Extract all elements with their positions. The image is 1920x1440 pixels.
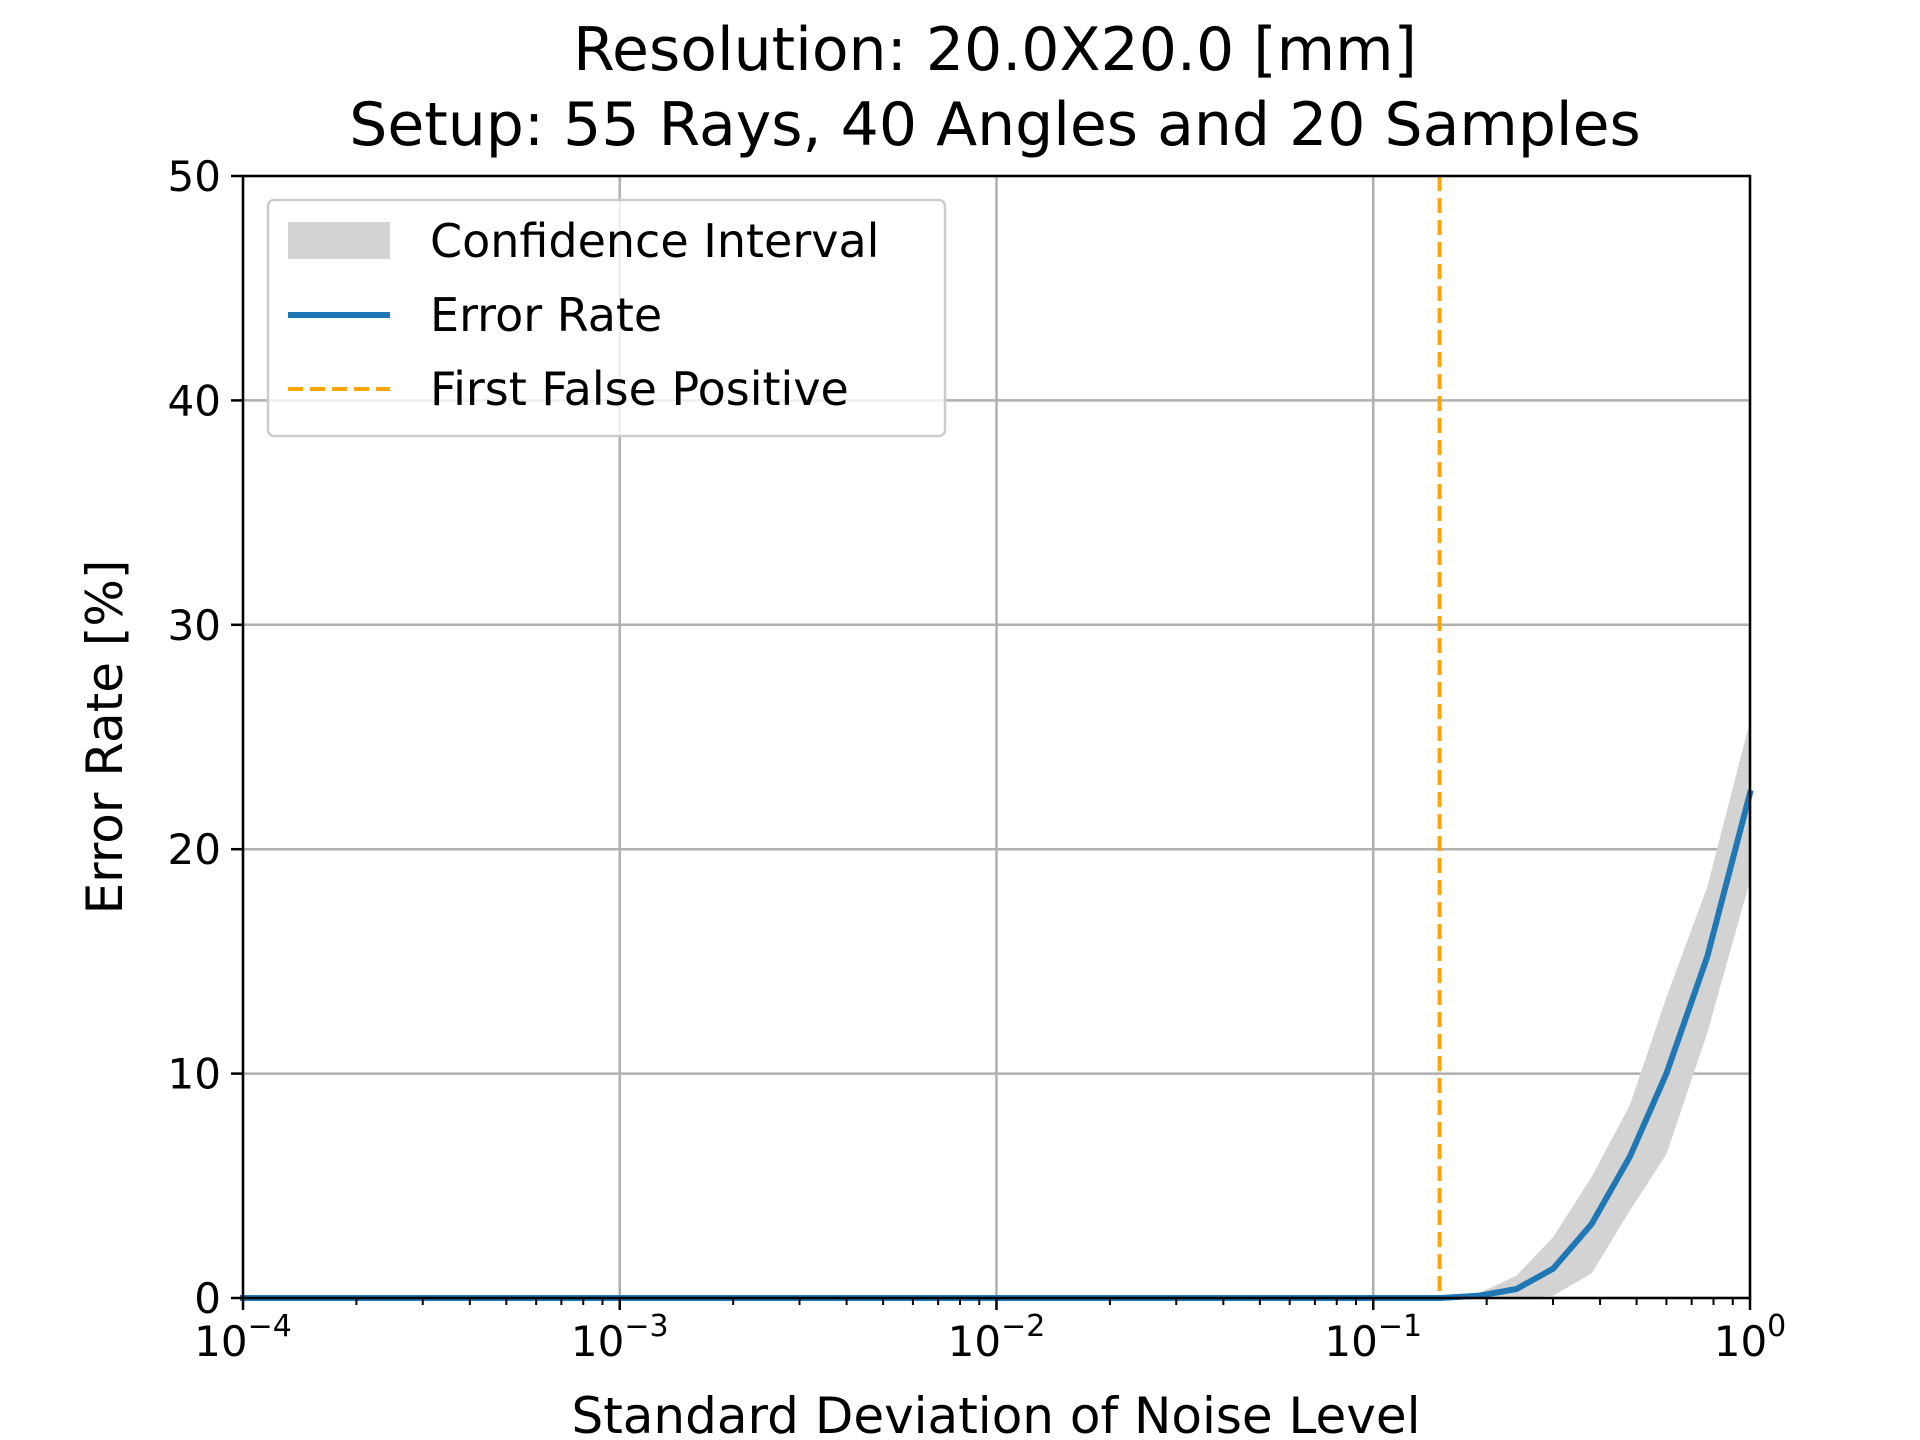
x-tick-label-exponent: −3: [624, 1309, 668, 1344]
legend-confidence-swatch: [288, 222, 390, 259]
legend-box: [266, 198, 947, 438]
legend: Confidence Interval Error Rate First Fal…: [266, 198, 947, 438]
x-axis-label: Standard Deviation of Noise Level: [571, 1387, 1420, 1440]
x-tick-label-base: 10: [194, 1317, 247, 1366]
x-tick-label-base: 10: [948, 1317, 1001, 1366]
confidence-band-layer: [243, 721, 1750, 1298]
chart-title-line-2: Setup: 55 Rays, 40 Angles and 20 Samples: [349, 90, 1641, 160]
legend-label-confidence-interval: Confidence Interval: [430, 214, 879, 268]
x-tick-label: 10−2: [948, 1309, 1046, 1366]
y-tick-label: 30: [168, 601, 221, 650]
axis-ticks: [231, 174, 1752, 1310]
x-tick-label-exponent: −1: [1378, 1309, 1422, 1344]
x-tick-label: 10−4: [194, 1309, 292, 1366]
x-tick-label-base: 10: [571, 1317, 624, 1366]
y-tick-label: 0: [194, 1274, 221, 1323]
x-tick-label-exponent: −2: [1001, 1309, 1045, 1344]
x-tick-label-exponent: −4: [248, 1309, 292, 1344]
y-axis-label: Error Rate [%]: [76, 560, 134, 915]
chart-title-line-1: Resolution: 20.0X20.0 [mm]: [573, 15, 1417, 85]
x-tick-label: 10−3: [571, 1309, 669, 1366]
x-tick-label-base: 10: [1714, 1317, 1767, 1366]
y-tick-label: 20: [168, 825, 221, 874]
x-tick-label: 100: [1714, 1309, 1787, 1366]
confidence-interval-band: [243, 721, 1750, 1298]
x-tick-label-exponent: 0: [1767, 1309, 1786, 1344]
legend-label-first-false-positive: First False Positive: [430, 362, 849, 416]
x-tick-label-base: 10: [1324, 1317, 1377, 1366]
x-tick-label: 10−1: [1324, 1309, 1422, 1366]
y-tick-label: 40: [168, 376, 221, 425]
y-tick-label: 10: [168, 1050, 221, 1099]
legend-label-error-rate: Error Rate: [430, 288, 662, 342]
y-tick-label: 50: [168, 152, 221, 201]
